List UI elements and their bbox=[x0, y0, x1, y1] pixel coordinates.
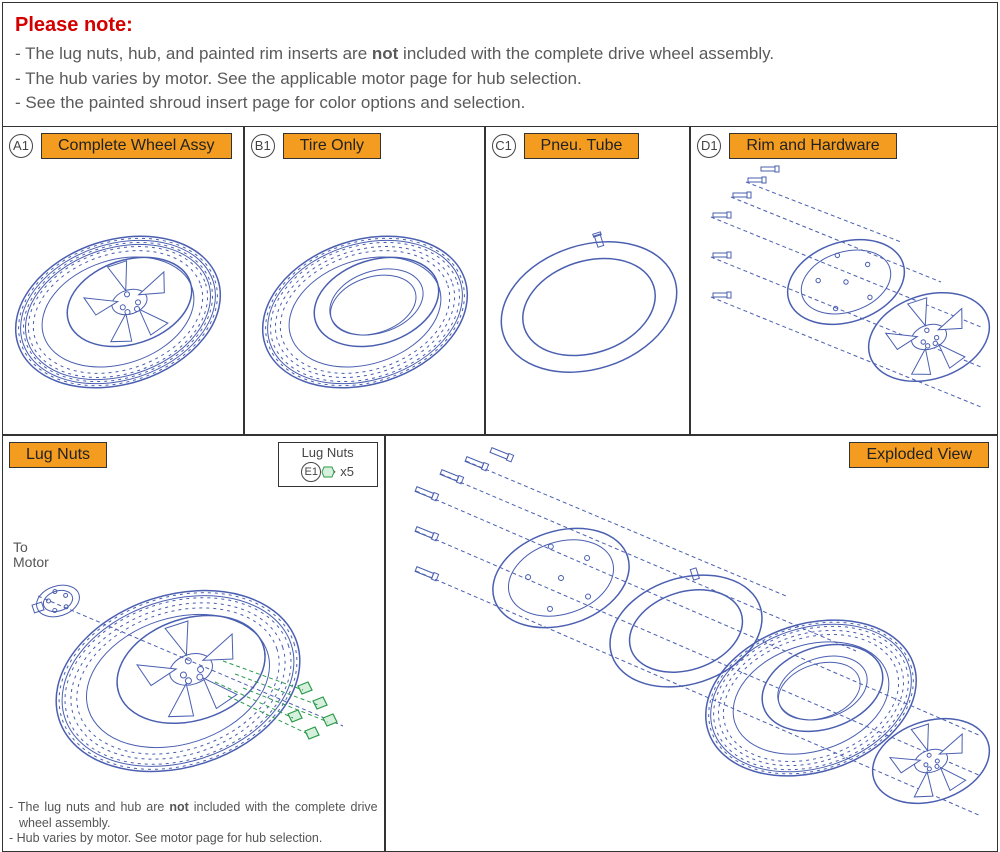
note-title: Please note: bbox=[15, 11, 985, 40]
panel-lug-nuts: Lug Nuts Lug Nuts E1 ➔ x5 ToMotor bbox=[3, 435, 385, 851]
row-top: A1 Complete Wheel Assy bbox=[3, 127, 997, 435]
note-item: The lug nuts, hub, and painted rim inser… bbox=[15, 42, 985, 67]
row-bottom: Lug Nuts Lug Nuts E1 ➔ x5 ToMotor bbox=[3, 435, 997, 851]
panel-exploded-view: Exploded View bbox=[385, 435, 997, 851]
note-item: The hub varies by motor. See the applica… bbox=[15, 67, 985, 92]
pneu-tube-diagram bbox=[486, 127, 690, 434]
panel-rim-hardware: D1 Rim and Hardware bbox=[690, 127, 997, 435]
panel-tire-only: B1 Tire Only bbox=[244, 127, 485, 435]
lug-footnote-item: Hub varies by motor. See motor page for … bbox=[9, 831, 378, 847]
page-frame: Please note: The lug nuts, hub, and pain… bbox=[2, 2, 998, 852]
exploded-view-diagram bbox=[386, 436, 997, 851]
tire-only-diagram bbox=[245, 127, 484, 434]
note-item: See the painted shroud insert page for c… bbox=[15, 91, 985, 116]
lug-footnote-item: The lug nuts and hub are not included wi… bbox=[9, 800, 378, 831]
complete-wheel-diagram bbox=[3, 127, 243, 434]
panel-complete-wheel: A1 Complete Wheel Assy bbox=[3, 127, 244, 435]
note-list: The lug nuts, hub, and painted rim inser… bbox=[15, 42, 985, 116]
please-note-box: Please note: The lug nuts, hub, and pain… bbox=[3, 3, 997, 127]
lug-nuts-diagram bbox=[3, 436, 384, 851]
panel-pneu-tube: C1 Pneu. Tube bbox=[485, 127, 691, 435]
lug-footnotes: The lug nuts and hub are not included wi… bbox=[9, 800, 378, 847]
rim-hardware-diagram bbox=[691, 127, 997, 434]
